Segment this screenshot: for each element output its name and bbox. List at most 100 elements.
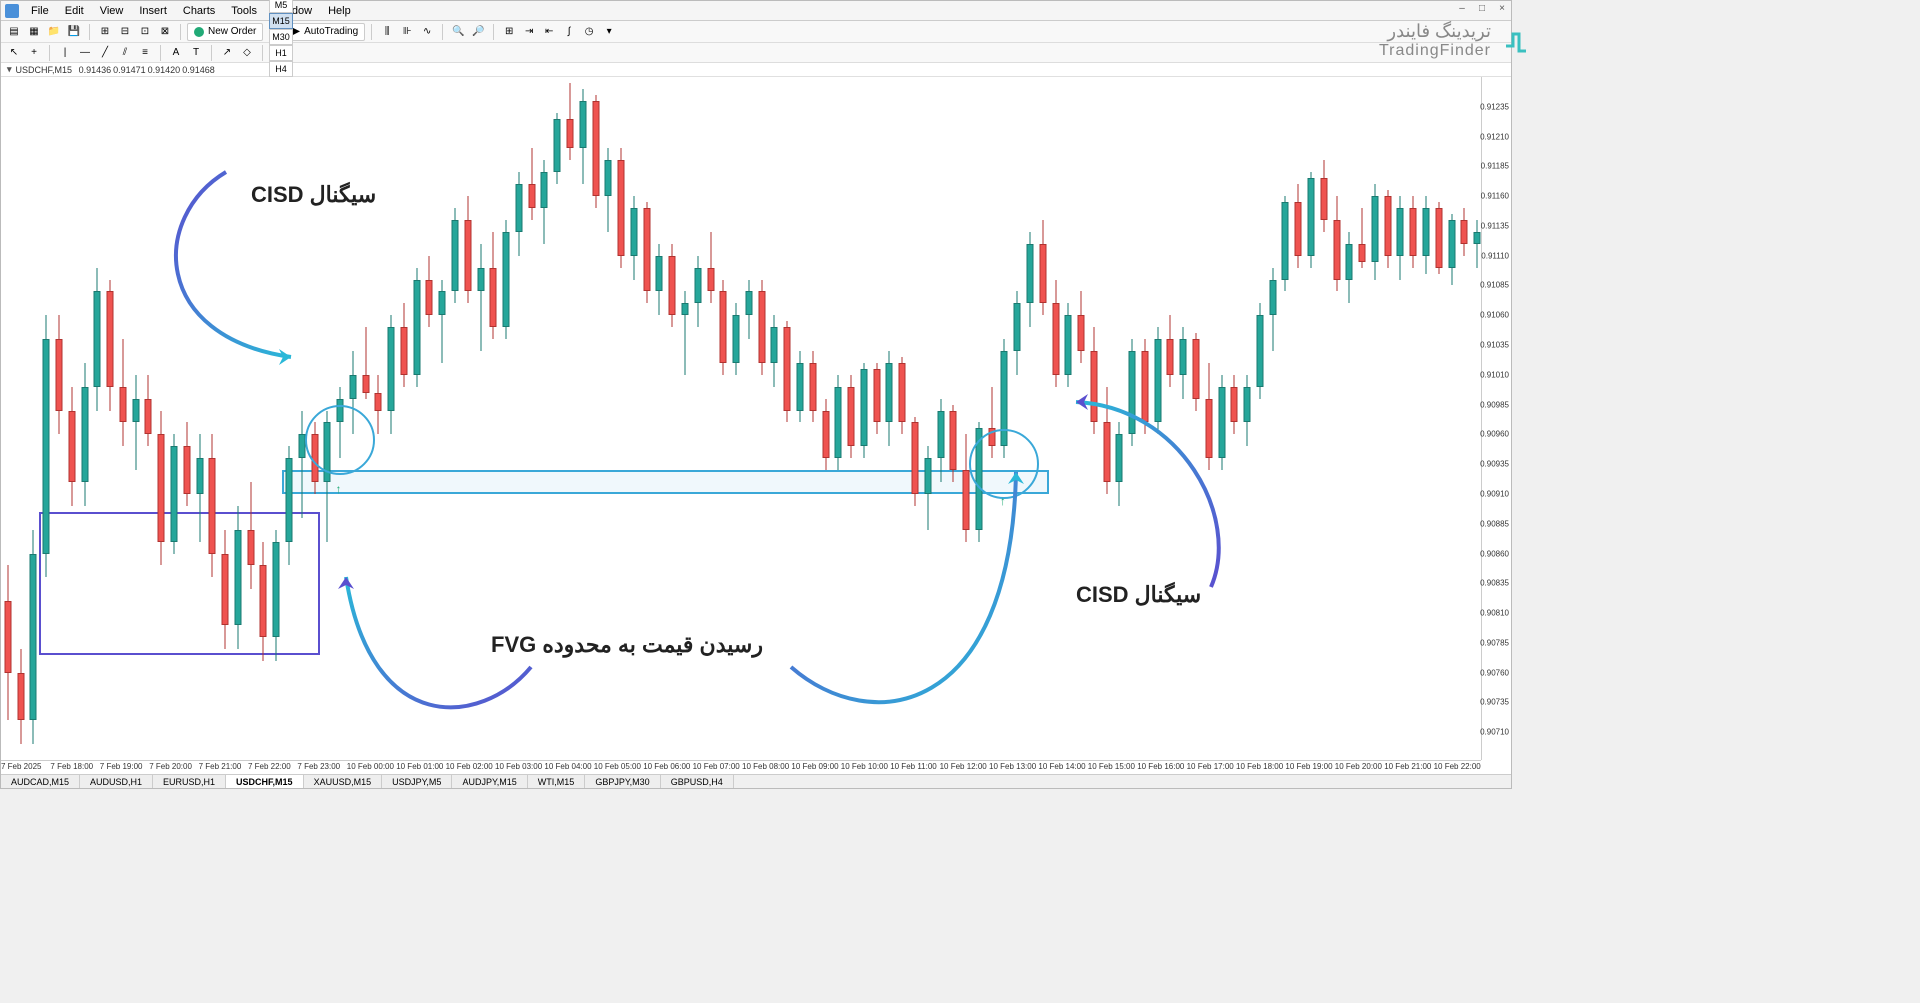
fibo-icon[interactable]: ≡ — [136, 44, 154, 62]
candle — [1447, 77, 1456, 760]
candle — [1319, 77, 1328, 760]
tab-GBPUSD-H4[interactable]: GBPUSD,H4 — [661, 775, 734, 788]
candle — [936, 77, 945, 760]
hline-icon[interactable]: — — [76, 44, 94, 62]
templates-icon[interactable]: ▾ — [600, 23, 618, 41]
price-label: 0.91035 — [1480, 341, 1509, 350]
new-chart-icon[interactable]: ▤ — [5, 23, 23, 41]
save-icon[interactable]: 💾 — [65, 23, 83, 41]
price-label: 0.90985 — [1480, 400, 1509, 409]
time-axis: 7 Feb 20257 Feb 18:007 Feb 19:007 Feb 20… — [1, 760, 1481, 774]
price-label: 0.91135 — [1481, 221, 1509, 230]
timeframe-H4[interactable]: H4 — [269, 61, 293, 77]
time-label: 10 Feb 09:00 — [791, 762, 838, 771]
tile-icon[interactable]: ⊞ — [500, 23, 518, 41]
channel-icon[interactable]: ⫽ — [116, 44, 134, 62]
timeframe-M30[interactable]: M30 — [269, 29, 293, 45]
menu-help[interactable]: Help — [320, 3, 359, 19]
candle — [885, 77, 894, 760]
scroll-icon[interactable]: ⇥ — [520, 23, 538, 41]
cursor-icon[interactable]: ↖ — [5, 44, 23, 62]
trendline-icon[interactable]: ╱ — [96, 44, 114, 62]
menu-insert[interactable]: Insert — [131, 3, 175, 19]
candle — [80, 77, 89, 760]
time-label: 10 Feb 07:00 — [693, 762, 740, 771]
tab-AUDJPY-M15[interactable]: AUDJPY,M15 — [452, 775, 527, 788]
zoom-in-icon[interactable]: 🔍 — [449, 23, 467, 41]
menu-tools[interactable]: Tools — [223, 3, 265, 19]
tab-GBPJPY-M30[interactable]: GBPJPY,M30 — [585, 775, 660, 788]
price-label: 0.91085 — [1480, 281, 1509, 290]
tab-USDCHF-M15[interactable]: USDCHF,M15 — [226, 775, 304, 788]
shapes-icon[interactable]: ◇ — [238, 44, 256, 62]
price-label: 0.90760 — [1480, 668, 1509, 677]
candle — [272, 77, 281, 760]
close-icon[interactable]: × — [1495, 3, 1509, 15]
navigator-icon[interactable]: ⊟ — [116, 23, 134, 41]
tab-WTI-M15[interactable]: WTI,M15 — [528, 775, 586, 788]
price-label: 0.91210 — [1480, 132, 1509, 141]
candle — [195, 77, 204, 760]
autotrading-button[interactable]: ▶ AutoTrading — [285, 23, 365, 41]
label-icon[interactable]: T — [187, 44, 205, 62]
time-label: 7 Feb 18:00 — [50, 762, 93, 771]
tab-XAUUSD-M15[interactable]: XAUUSD,M15 — [304, 775, 383, 788]
time-label: 10 Feb 06:00 — [643, 762, 690, 771]
signal-arrow-icon: ↑ — [336, 482, 342, 496]
ohlc-h: 0.91471 — [113, 65, 146, 75]
price-label: 0.90910 — [1480, 489, 1509, 498]
menu-charts[interactable]: Charts — [175, 3, 223, 19]
periods-icon[interactable]: ◷ — [580, 23, 598, 41]
candle — [1358, 77, 1367, 760]
candle — [949, 77, 958, 760]
candle — [3, 77, 12, 760]
text-icon[interactable]: A — [167, 44, 185, 62]
tab-USDJPY-M5[interactable]: USDJPY,M5 — [382, 775, 452, 788]
chart-area[interactable]: سیگنال CISDسیگنال CISDرسیدن قیمت به محدو… — [1, 77, 1481, 760]
vline-icon[interactable]: | — [56, 44, 74, 62]
candle — [1243, 77, 1252, 760]
candle — [1255, 77, 1264, 760]
candle — [1140, 77, 1149, 760]
menu-view[interactable]: View — [92, 3, 132, 19]
new-order-button[interactable]: New Order — [187, 23, 263, 41]
line-chart-icon[interactable]: ∿ — [418, 23, 436, 41]
maximize-icon[interactable]: □ — [1475, 3, 1489, 15]
zoom-out-icon[interactable]: 🔎 — [469, 23, 487, 41]
shift-icon[interactable]: ⇤ — [540, 23, 558, 41]
candle-chart-icon[interactable]: ⊪ — [398, 23, 416, 41]
candle — [463, 77, 472, 760]
candle — [872, 77, 881, 760]
candle — [974, 77, 983, 760]
time-label: 7 Feb 23:00 — [297, 762, 340, 771]
tester-icon[interactable]: ⊠ — [156, 23, 174, 41]
ohlc-c: 0.91468 — [182, 65, 215, 75]
crosshair-icon[interactable]: + — [25, 44, 43, 62]
bar-chart-icon[interactable]: ⫼ — [378, 23, 396, 41]
indicators-icon[interactable]: ∫ — [560, 23, 578, 41]
candle — [387, 77, 396, 760]
timeframe-M15[interactable]: M15 — [269, 13, 293, 29]
arrow-icon[interactable]: ↗ — [218, 44, 236, 62]
candle — [16, 77, 25, 760]
market-watch-icon[interactable]: ⊞ — [96, 23, 114, 41]
tab-AUDUSD-H1[interactable]: AUDUSD,H1 — [80, 775, 153, 788]
chart-close-icon[interactable]: ▾ — [7, 64, 12, 75]
terminal-icon[interactable]: ⊡ — [136, 23, 154, 41]
time-label: 10 Feb 20:00 — [1335, 762, 1382, 771]
candle — [1179, 77, 1188, 760]
timeframe-H1[interactable]: H1 — [269, 45, 293, 61]
tab-AUDCAD-M15[interactable]: AUDCAD,M15 — [1, 775, 80, 788]
candle — [118, 77, 127, 760]
signal-circle — [305, 405, 375, 475]
timeframe-M5[interactable]: M5 — [269, 0, 293, 13]
tab-EURUSD-H1[interactable]: EURUSD,H1 — [153, 775, 226, 788]
menu-file[interactable]: File — [23, 3, 57, 19]
folder-icon[interactable]: 📁 — [45, 23, 63, 41]
candle — [182, 77, 191, 760]
candle — [1064, 77, 1073, 760]
menu-edit[interactable]: Edit — [57, 3, 92, 19]
time-label: 10 Feb 05:00 — [594, 762, 641, 771]
profiles-icon[interactable]: ▦ — [25, 23, 43, 41]
minimize-icon[interactable]: – — [1455, 3, 1469, 15]
